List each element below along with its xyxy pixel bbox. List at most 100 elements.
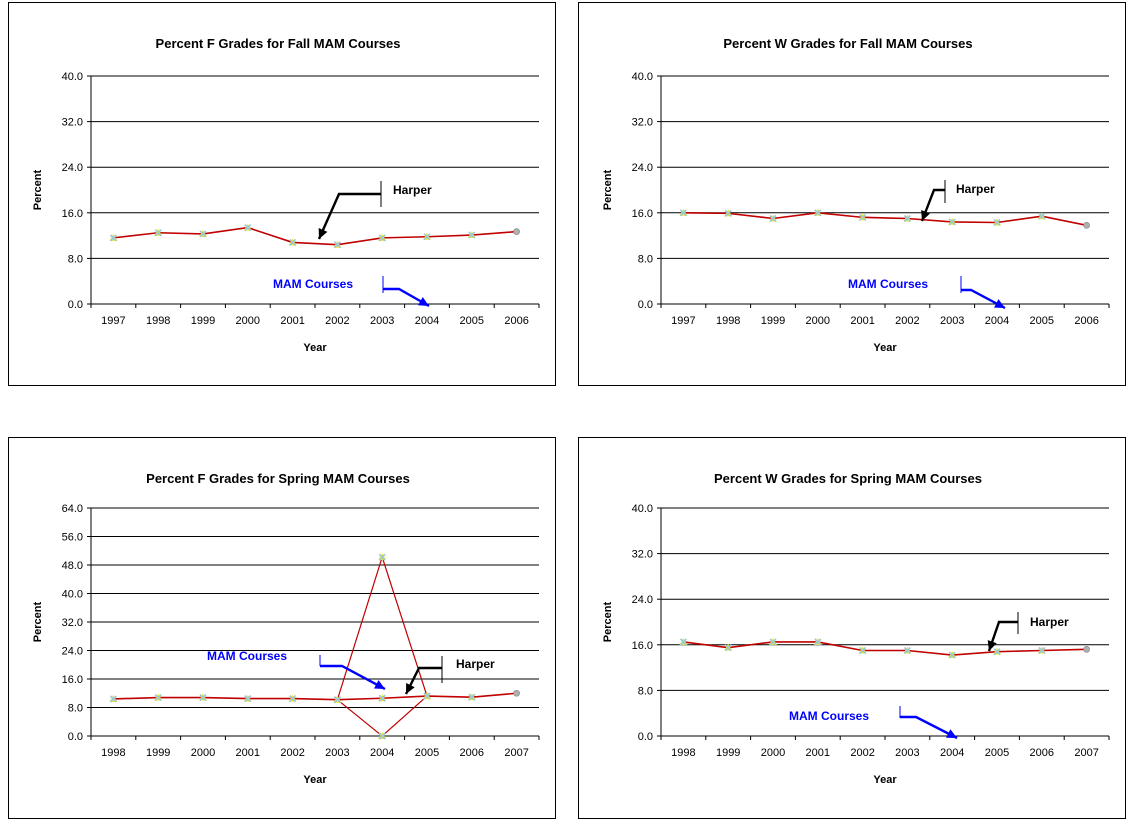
- data-point: [467, 231, 476, 239]
- annotation-label: Harper: [456, 657, 495, 671]
- x-tick-label: 2000: [806, 315, 830, 327]
- data-point: [769, 214, 777, 223]
- x-tick-label: 2005: [415, 747, 439, 759]
- x-tick-label: 2005: [985, 747, 1009, 759]
- y-tick-label: 16.0: [632, 208, 653, 220]
- y-tick-label: 32.0: [62, 617, 83, 629]
- data-point: [769, 637, 777, 646]
- harper-annotation: Harper: [317, 181, 432, 240]
- data-point: [154, 228, 163, 237]
- data-point: [724, 643, 733, 652]
- y-tick-label: 8.0: [638, 685, 653, 697]
- y-axis-title: Percent: [32, 601, 44, 642]
- x-tick-label: 2002: [325, 315, 349, 327]
- x-tick-label: 2004: [940, 747, 964, 759]
- y-axis-title: Percent: [602, 601, 614, 642]
- x-tick-label: 2003: [325, 747, 349, 759]
- chart-title: Percent F Grades for Spring MAM Courses: [146, 471, 410, 486]
- x-tick-label: 2003: [370, 315, 394, 327]
- annotation-arrow: [317, 192, 381, 240]
- y-tick-label: 40.0: [632, 71, 653, 83]
- data-point: [243, 694, 252, 703]
- annotation-label: Harper: [1030, 615, 1069, 629]
- x-tick-label: 1998: [101, 747, 125, 759]
- chart-title: Percent F Grades for Fall MAM Courses: [156, 36, 401, 51]
- annotation-arrow: [987, 620, 1018, 652]
- data-point: [109, 694, 118, 703]
- x-axis-title: Year: [303, 342, 327, 354]
- data-point: [813, 637, 822, 646]
- data-point: [333, 240, 342, 249]
- x-tick-label: 1999: [716, 747, 740, 759]
- x-tick-label: 2004: [985, 315, 1009, 327]
- data-point: [993, 218, 1001, 227]
- data-point: [724, 209, 733, 217]
- data-point: [378, 233, 387, 242]
- x-tick-label: 2007: [1074, 747, 1098, 759]
- data-point: [903, 214, 912, 223]
- data-point: [378, 694, 387, 702]
- y-axis-title: Percent: [32, 169, 44, 210]
- data-point: [513, 689, 520, 697]
- x-tick-label: 2006: [460, 747, 484, 759]
- data-point: [378, 553, 387, 561]
- data-point: [513, 228, 520, 235]
- x-axis-title: Year: [873, 774, 897, 786]
- data-point: [333, 695, 342, 704]
- harper-annotation: Harper: [987, 612, 1069, 652]
- x-tick-label: 2000: [761, 747, 785, 759]
- data-point: [199, 693, 207, 702]
- y-tick-label: 24.0: [62, 162, 83, 174]
- series-line: [683, 641, 1087, 656]
- data-point: [423, 232, 431, 241]
- annotation-label: MAM Courses: [789, 709, 869, 723]
- x-tick-label: 2006: [1074, 315, 1098, 327]
- mam-courses-annotation: MAM Courses: [273, 276, 430, 308]
- annotation-label: Harper: [956, 182, 995, 196]
- data-point: [109, 233, 118, 242]
- x-tick-label: 2002: [895, 315, 919, 327]
- data-point: [288, 238, 297, 247]
- mam-courses-annotation: MAM Courses: [207, 649, 386, 691]
- y-tick-label: 24.0: [62, 646, 83, 658]
- x-tick-label: 2003: [940, 315, 964, 327]
- x-tick-label: 2001: [280, 315, 304, 327]
- annotation-arrow: [320, 664, 386, 691]
- x-tick-label: 2003: [895, 747, 919, 759]
- y-tick-label: 8.0: [68, 703, 83, 715]
- x-axis-title: Year: [303, 774, 327, 786]
- data-point: [423, 692, 431, 700]
- series-line: [113, 226, 517, 246]
- data-point: [378, 732, 387, 740]
- series-line: [683, 211, 1087, 227]
- data-point: [858, 646, 867, 655]
- x-tick-label: 1999: [146, 747, 170, 759]
- annotation-label: MAM Courses: [207, 649, 287, 663]
- data-point: [199, 229, 207, 238]
- y-tick-label: 0.0: [68, 299, 83, 311]
- chart-panel-spring-f: Percent F Grades for Spring MAM Courses 0…: [8, 437, 556, 819]
- data-point: [1037, 212, 1046, 220]
- annotation-label: Harper: [393, 183, 432, 197]
- y-tick-label: 40.0: [632, 503, 653, 515]
- y-tick-label: 64.0: [62, 503, 83, 515]
- chart-svg: Percent F Grades for Spring MAM Courses 0…: [32, 471, 540, 786]
- x-tick-label: 1997: [671, 315, 695, 327]
- y-tick-label: 24.0: [632, 162, 653, 174]
- annotation-arrow: [900, 715, 958, 740]
- x-tick-label: 2001: [850, 315, 874, 327]
- y-tick-label: 16.0: [62, 208, 83, 220]
- x-tick-label: 2001: [806, 747, 830, 759]
- chart-panel-spring-w: Percent W Grades for Spring MAM Courses 0…: [578, 437, 1126, 819]
- y-tick-label: 16.0: [62, 674, 83, 686]
- chart-panel-fall-f: Percent F Grades for Fall MAM Courses 0.0…: [8, 2, 556, 386]
- y-tick-label: 32.0: [632, 117, 653, 129]
- y-tick-label: 0.0: [638, 299, 653, 311]
- x-tick-label: 2006: [1030, 747, 1054, 759]
- chart-svg: Percent W Grades for Fall MAM Courses 0.0…: [602, 36, 1110, 354]
- annotation-arrow: [920, 188, 945, 222]
- mam-courses-annotation: MAM Courses: [848, 276, 1006, 310]
- y-tick-label: 0.0: [68, 731, 83, 743]
- chart-svg: Percent F Grades for Fall MAM Courses 0.0…: [32, 36, 540, 354]
- y-tick-label: 40.0: [62, 71, 83, 83]
